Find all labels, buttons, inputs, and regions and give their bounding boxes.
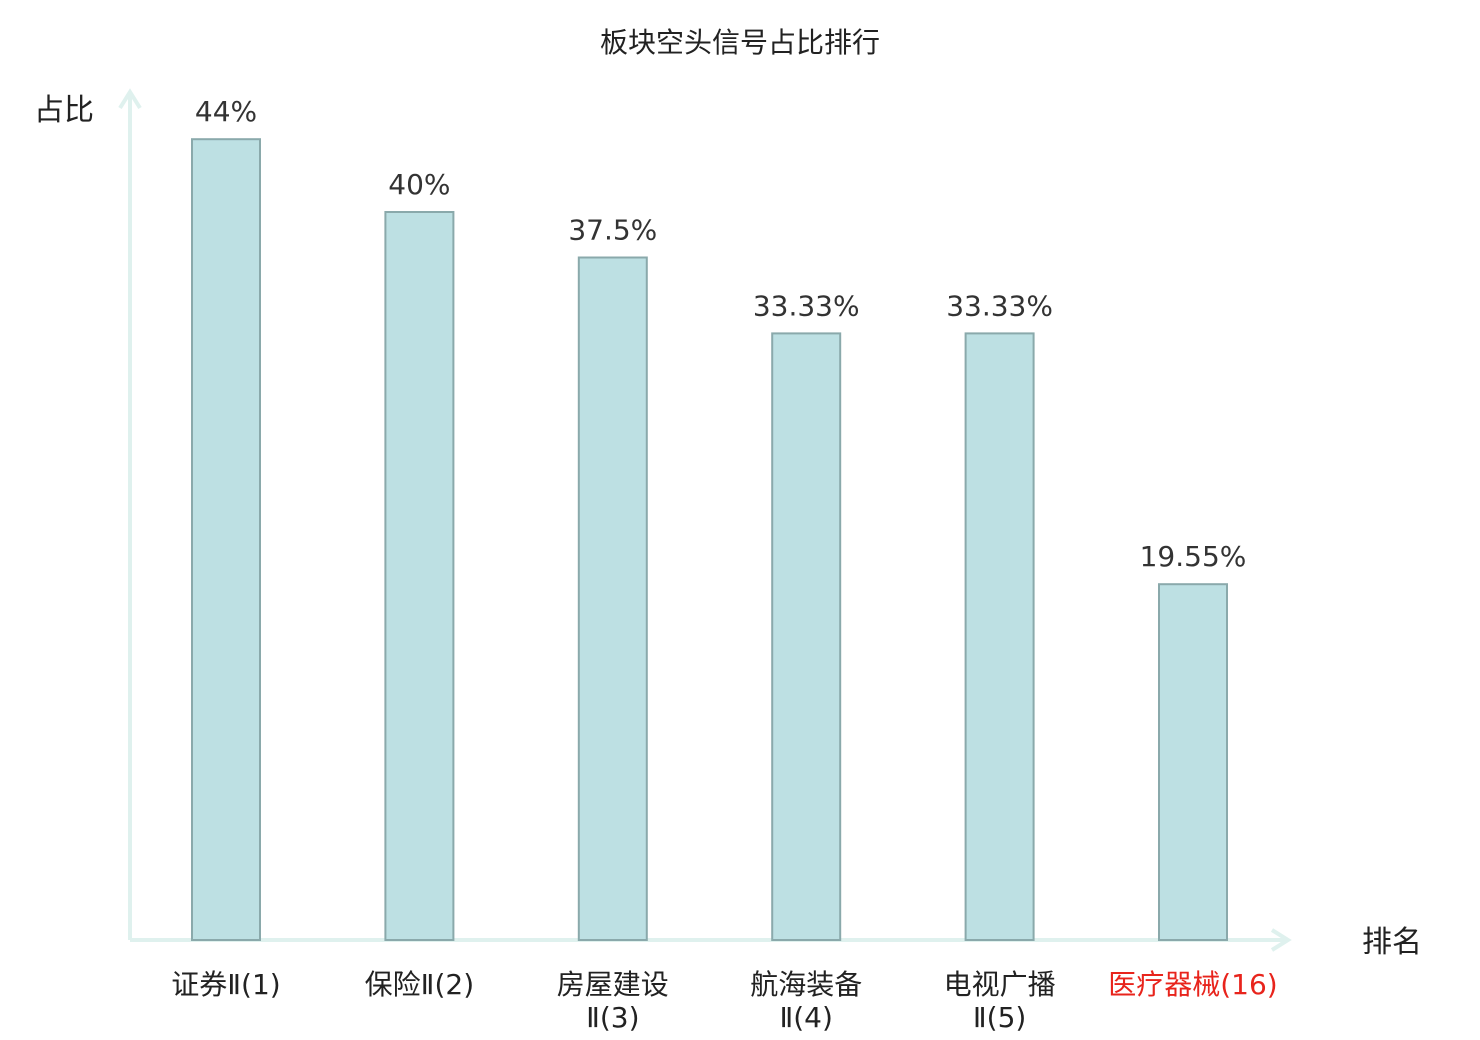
bar: [384, 211, 455, 941]
x-tick-label: 保险Ⅱ(2): [365, 968, 474, 1001]
bar: [577, 256, 648, 941]
data-label: 33.33%: [753, 289, 860, 322]
x-tick-label: 电视广播 Ⅱ(5): [944, 968, 1056, 1034]
bar: [964, 332, 1035, 941]
y-axis-title: 占比: [34, 93, 94, 128]
value-labels: 44% 40% 37.5% 33.33% 33.33% 19.55%: [195, 95, 1247, 573]
bar: [771, 332, 842, 941]
y-axis: [118, 88, 142, 940]
data-label: 19.55%: [1140, 540, 1247, 573]
data-label: 44%: [195, 95, 257, 128]
bar-series: [191, 138, 1228, 941]
chart-title: 板块空头信号占比排行: [600, 26, 880, 59]
bar: [191, 138, 261, 941]
x-tick-label: 房屋建设 Ⅱ(3): [557, 968, 669, 1034]
data-label: 33.33%: [946, 289, 1053, 322]
data-label: 40%: [388, 168, 450, 201]
category-labels: 证券Ⅱ(1) 保险Ⅱ(2) 房屋建设 Ⅱ(3) 航海装备 Ⅱ(4) 电视广播 Ⅱ(5) 医疗器械…: [171, 968, 1277, 1034]
x-tick-label: 证券Ⅱ(1): [171, 968, 280, 1001]
x-tick-label: 航海装备 Ⅱ(4): [750, 968, 862, 1034]
x-tick-label: 医疗器械(16): [1108, 968, 1277, 1001]
bar: [1158, 583, 1228, 941]
data-label: 37.5%: [568, 214, 657, 247]
x-axis: [130, 928, 1292, 952]
x-axis-title: 排名: [1362, 925, 1422, 960]
